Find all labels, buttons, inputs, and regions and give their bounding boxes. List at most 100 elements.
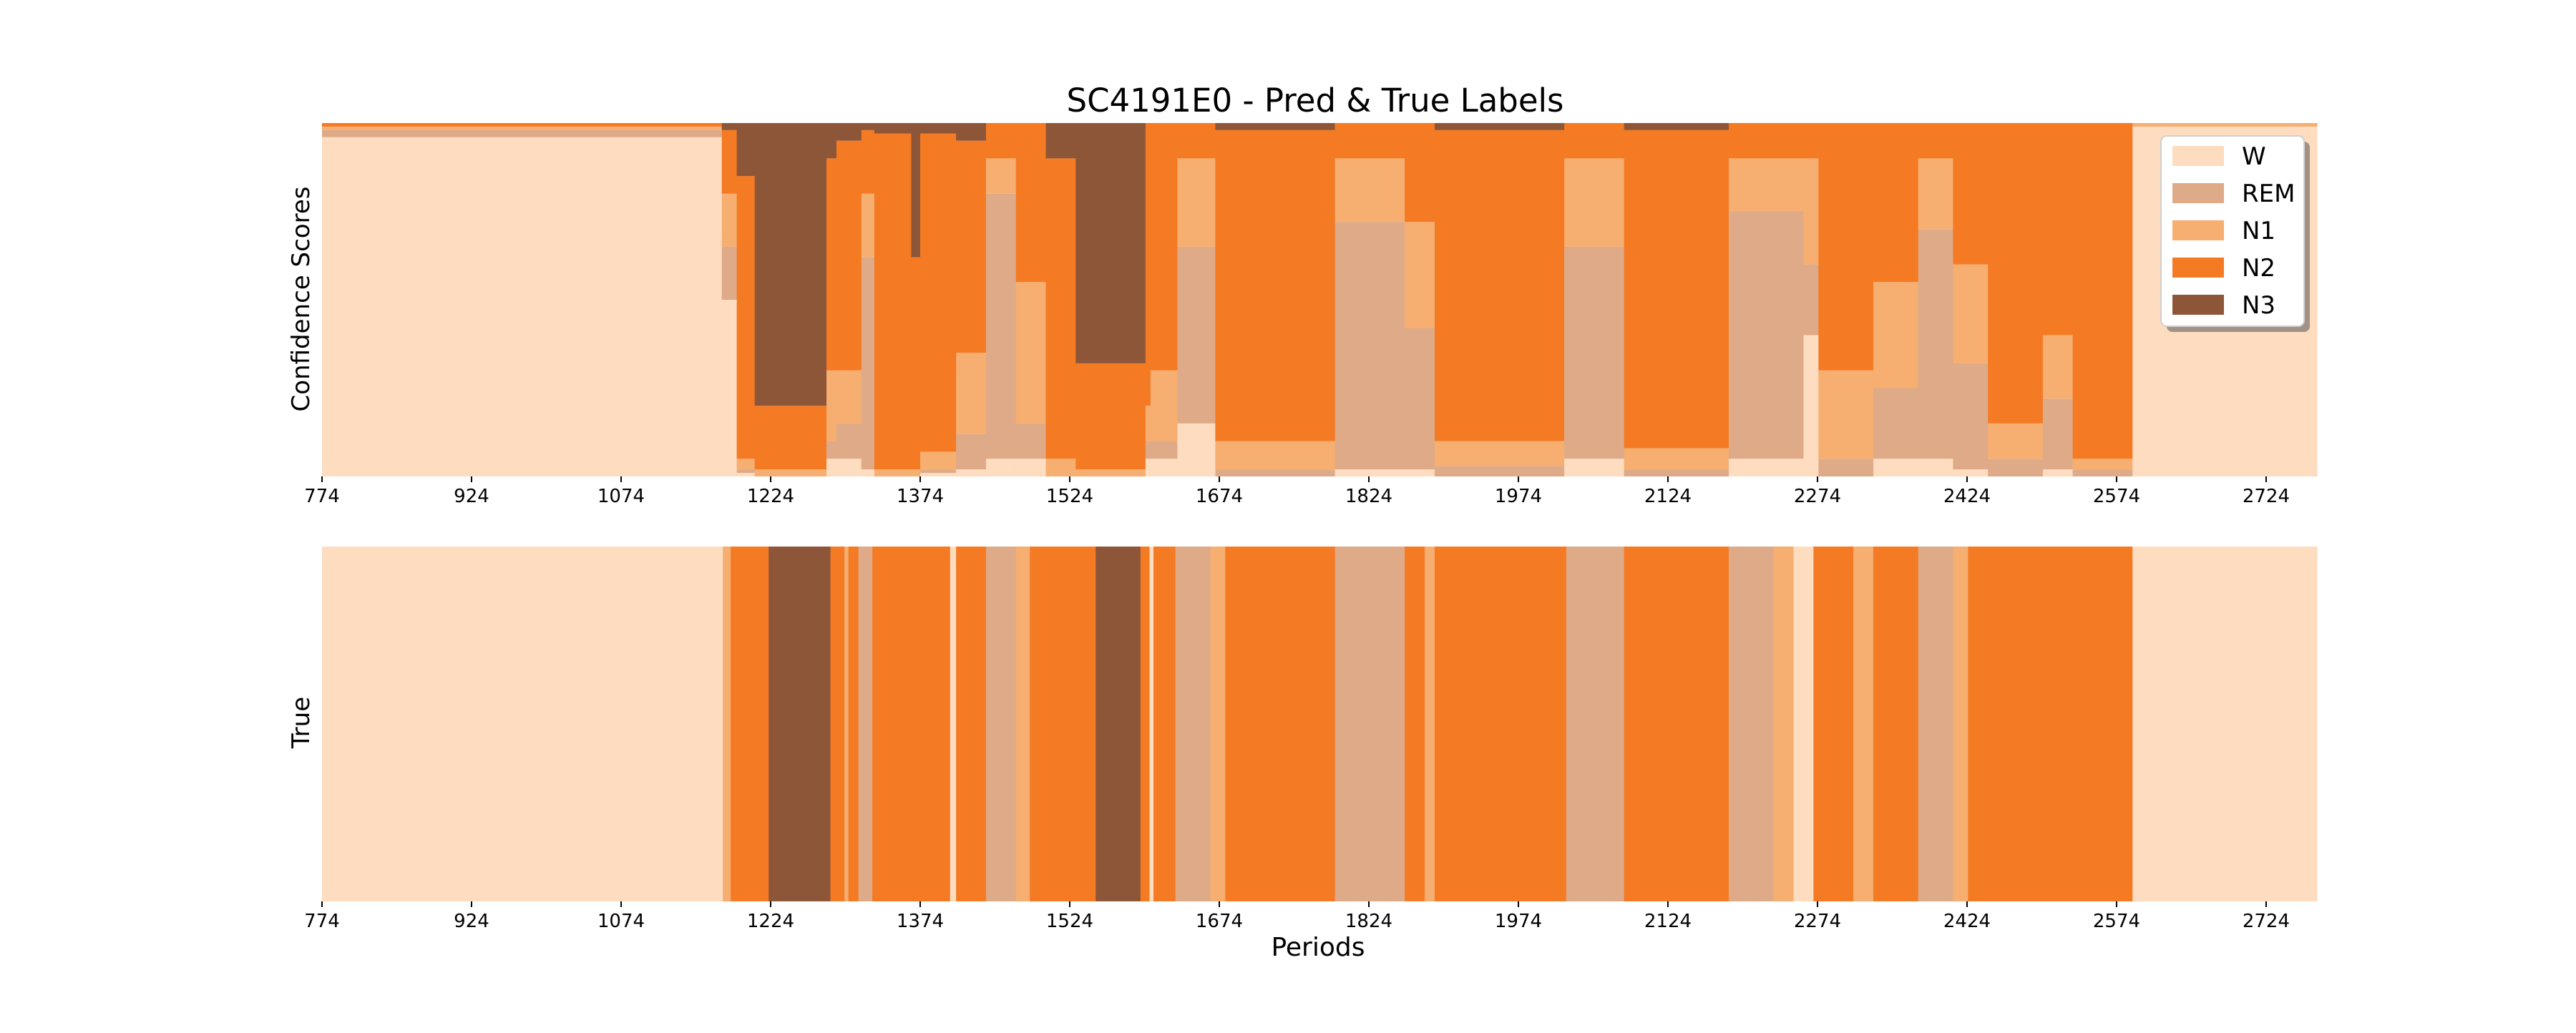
confidence-band-n1-28: [1918, 158, 1954, 230]
confidence-band-n1-0: [322, 126, 723, 130]
confidence-band-n2-20: [1405, 123, 1435, 222]
confidence-band-rem-19: [1335, 222, 1405, 470]
top-tick-label-8: 1974: [1495, 486, 1542, 507]
true-label-bar-7: [858, 547, 873, 901]
confidence-band-n1-22: [1564, 158, 1625, 247]
confidence-band-n2-10: [956, 140, 987, 353]
confidence-band-rem-20: [1405, 328, 1435, 470]
true-label-bar-16: [1149, 547, 1154, 901]
confidence-band-n1-13: [1045, 459, 1076, 476]
true-label-bar-19: [1210, 547, 1226, 901]
top-tick-label-6: 1674: [1196, 486, 1243, 507]
confidence-band-rem-5: [836, 423, 862, 459]
true-label-bar-15: [1140, 547, 1151, 901]
confidence-band-n1-6: [861, 193, 875, 258]
confidence-band-n1-16: [1150, 370, 1179, 441]
bottom-tick-label-7: 1824: [1345, 911, 1392, 932]
confidence-band-n2-29: [1953, 123, 1989, 265]
confidence-band-rem-21: [1434, 466, 1565, 476]
confidence-band-n1-27: [1873, 282, 1919, 388]
confidence-band-n2-7: [874, 133, 912, 470]
legend-swatch-rem: [2172, 183, 2224, 203]
confidence-band-w-1: [721, 300, 738, 476]
confidence-band-n3-10: [956, 123, 987, 141]
bottom-tick-label-1: 924: [454, 911, 489, 932]
true-label-bar-14: [1096, 547, 1141, 901]
confidence-band-rem-26: [1818, 459, 1874, 476]
confidence-x-ticks: 774 924 1074 1224 1374 1524 1674 1824 1974 2124 22…: [304, 476, 2290, 507]
confidence-band-rem-9: [919, 469, 957, 474]
confidence-band-n1-30: [1988, 423, 2044, 459]
confidence-band-n1-25: [1803, 158, 1819, 265]
confidence-band-n3-13: [1045, 123, 1076, 159]
top-tick-label-10: 2274: [1794, 486, 1841, 507]
bottom-tick-label-10: 2274: [1794, 911, 1841, 932]
confidence-panel: 774 924 1074 1224 1374 1524 1674 1824 1974 2124 22…: [287, 123, 2318, 507]
confidence-band-n2-13: [1045, 158, 1076, 459]
true-label-bar-23: [1424, 547, 1435, 901]
confidence-band-n3-9: [919, 123, 957, 134]
confidence-band-n1-29: [1953, 264, 1989, 363]
true-label-bar-26: [1624, 547, 1729, 901]
bottom-tick-label-13: 2724: [2243, 911, 2290, 932]
legend-swatch-n1: [2172, 220, 2224, 240]
confidence-band-w-9: [919, 473, 957, 476]
legend-swatch-w: [2172, 146, 2224, 166]
confidence-band-w-28: [1918, 459, 1954, 476]
confidence-band-n2-2: [736, 176, 756, 459]
confidence-band-n2-14: [1075, 363, 1146, 470]
true-label-bar-36: [2132, 547, 2318, 901]
true-label-bar-1: [723, 547, 731, 901]
legend-label-rem: REM: [2242, 180, 2295, 208]
true-label-bar-9: [950, 547, 957, 901]
confidence-band-n3-1: [721, 123, 738, 130]
confidence-band-w-5: [836, 459, 862, 476]
true-label-bar-32: [1873, 547, 1919, 901]
confidence-band-w-15: [1145, 459, 1151, 476]
confidence-band-w-19: [1335, 469, 1405, 476]
true-label-bar-3: [769, 547, 831, 901]
confidence-band-n2-3: [754, 406, 827, 470]
true-label-bar-28: [1773, 547, 1795, 901]
confidence-band-n1-26: [1818, 370, 1874, 459]
confidence-band-n3-23: [1624, 123, 1729, 130]
top-tick-label-9: 2124: [1644, 486, 1692, 507]
confidence-band-w-31: [2042, 469, 2074, 476]
true-label-bar-11: [985, 547, 1017, 901]
true-label-bar-34: [1953, 547, 1968, 901]
confidence-band-n2-32: [2072, 123, 2133, 459]
true-label-bar-10: [956, 547, 987, 901]
confidence-band-n1-9: [919, 451, 957, 470]
confidence-band-n1-1: [721, 193, 738, 247]
legend-label-n2: N2: [2242, 254, 2275, 283]
confidence-band-rem-29: [1953, 363, 1989, 470]
top-tick-label-1: 924: [454, 486, 489, 507]
confidence-band-n2-25: [1803, 123, 1819, 159]
top-tick-label-7: 1824: [1345, 486, 1392, 507]
confidence-band-rem-32: [2072, 469, 2133, 476]
x-axis-label: Periods: [1271, 933, 1365, 962]
top-tick-label-12: 2574: [2093, 486, 2140, 507]
confidence-band-n2-0: [322, 123, 723, 127]
confidence-band-w-0: [322, 137, 723, 476]
confidence-band-rem-11: [985, 193, 1017, 459]
true-label-bar-18: [1175, 547, 1211, 901]
confidence-band-rem-6: [861, 257, 875, 470]
confidence-band-rem-2: [736, 469, 756, 474]
confidence-band-rem-28: [1918, 229, 1954, 459]
top-tick-label-5: 1524: [1046, 486, 1093, 507]
confidence-band-n2-1: [721, 129, 738, 194]
confidence-band-n1-7: [874, 469, 912, 476]
confidence-band-w-17: [1177, 423, 1216, 476]
confidence-band-w-11: [985, 459, 1017, 476]
confidence-band-rem-25: [1803, 264, 1819, 336]
confidence-band-n1-2: [736, 459, 756, 470]
true-label-bar-2: [731, 547, 769, 901]
top-tick-label-13: 2724: [2243, 486, 2290, 507]
confidence-band-rem-10: [956, 434, 987, 470]
confidence-band-n2-30: [1988, 123, 2044, 424]
confidence-band-n2-24: [1728, 123, 1805, 159]
confidence-band-rem-1: [721, 246, 738, 300]
